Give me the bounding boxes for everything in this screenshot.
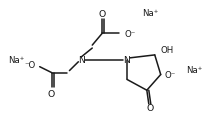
Text: O⁻: O⁻ xyxy=(164,70,175,79)
Text: N: N xyxy=(123,56,130,65)
Text: O⁻: O⁻ xyxy=(123,30,135,39)
Text: O: O xyxy=(48,89,55,98)
Text: O: O xyxy=(98,10,105,19)
Text: O: O xyxy=(145,104,153,112)
Text: N: N xyxy=(77,56,84,65)
Text: Na⁺: Na⁺ xyxy=(186,66,202,74)
Text: OH: OH xyxy=(160,45,173,54)
Text: Na⁺: Na⁺ xyxy=(141,9,157,18)
Text: Na⁺: Na⁺ xyxy=(8,56,24,65)
Text: ⁻O: ⁻O xyxy=(24,61,36,70)
